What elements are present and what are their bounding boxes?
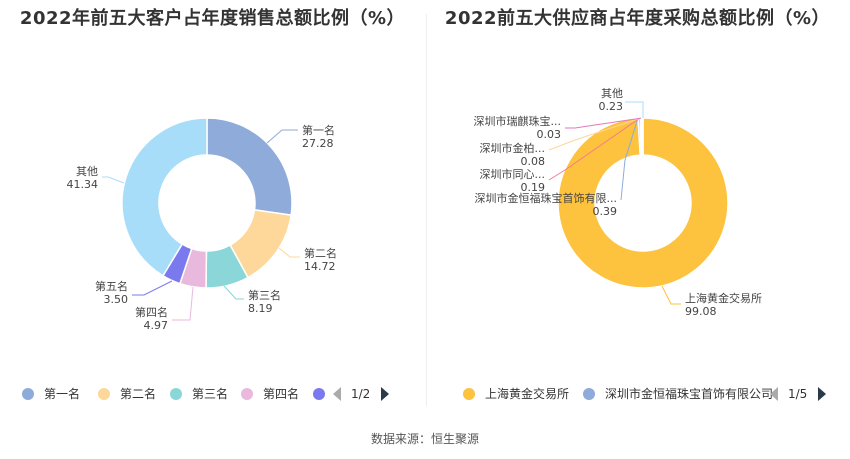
legend-marker <box>241 388 253 400</box>
legend-marker <box>22 388 34 400</box>
legend-label: 第二名 <box>120 387 157 401</box>
legend-label: 上海黄金交易所 <box>485 387 570 401</box>
slice-value-label: 41.34 <box>67 178 99 191</box>
legend-page-indicator: 1/2 <box>351 387 371 401</box>
slice-leader-line <box>620 117 639 201</box>
slice-value-label: 0.03 <box>537 128 562 141</box>
slice-value-label: 0.23 <box>599 100 624 113</box>
slice-leader-line <box>172 286 194 321</box>
slice-value-label: 4.97 <box>144 319 169 332</box>
slice-label: 第四名 <box>135 305 168 319</box>
panel-divider <box>426 14 427 406</box>
slice-value-label: 0.39 <box>593 205 618 218</box>
slice-label: 第一名 <box>302 123 335 137</box>
legend-next-page-icon[interactable] <box>818 387 826 401</box>
legend-marker <box>463 388 475 400</box>
slice-value-label: 0.08 <box>521 155 546 168</box>
slice-label: 其他 <box>601 87 623 100</box>
slice-value-label: 3.50 <box>104 293 129 306</box>
legend-marker <box>98 388 110 400</box>
customer-chart-panel: 2022年前五大客户占年度销售总额比例（%） 第一名 27.28 第二名 14.72 第… <box>0 0 425 410</box>
legend-label: 第三名 <box>192 387 229 401</box>
slice-leader-line <box>548 117 641 181</box>
pie-slice[interactable] <box>121 117 208 277</box>
slice-leader-line <box>266 129 298 144</box>
customer-chart-title: 2022年前五大客户占年度销售总额比例（%） <box>19 8 406 29</box>
pie-slice[interactable] <box>641 117 644 156</box>
slice-leader-line <box>223 285 244 300</box>
pie-slice[interactable] <box>557 117 729 289</box>
legend-prev-page-icon[interactable] <box>333 387 341 401</box>
legend-prev-page-icon[interactable] <box>770 387 778 401</box>
legend-page-indicator: 1/5 <box>788 387 808 401</box>
supplier-legend: 上海黄金交易所 深圳市金恒福珠宝首饰有限公司 1/5 <box>425 384 850 404</box>
legend-label: 第四名 <box>263 387 300 401</box>
legend-marker <box>583 388 595 400</box>
slice-leader-line <box>132 280 173 296</box>
customer-legend-pager: 1/2 <box>333 384 393 404</box>
legend-label: 第一名 <box>44 387 81 401</box>
slice-leader-line <box>661 285 681 305</box>
slice-label: 第三名 <box>248 288 281 302</box>
slice-label: 深圳市同心... <box>480 167 546 181</box>
slice-value-label: 14.72 <box>304 260 336 273</box>
slice-label: 深圳市金柏... <box>480 141 546 155</box>
slice-value-label: 27.28 <box>302 137 334 150</box>
slice-leader-line <box>565 117 643 129</box>
slice-label: 其他 <box>76 165 98 178</box>
slice-label: 深圳市金恒福珠宝首饰有限... <box>475 191 618 205</box>
legend-marker <box>313 388 325 400</box>
slice-value-label: 0.19 <box>521 181 546 194</box>
slice-label: 深圳市瑞麒珠宝... <box>474 114 562 128</box>
supplier-legend-pager: 1/5 <box>770 384 830 404</box>
legend-marker <box>170 388 182 400</box>
data-source-note: 数据来源：恒生聚源 <box>370 432 479 446</box>
slice-label: 第五名 <box>95 279 128 293</box>
legend-next-page-icon[interactable] <box>381 387 389 401</box>
slice-leader-line <box>102 176 125 184</box>
slice-leader-line <box>625 101 644 118</box>
legend-label: 深圳市金恒福珠宝首饰有限公司 <box>605 387 774 401</box>
slice-label: 上海黄金交易所 <box>685 291 762 305</box>
supplier-chart-title: 2022前五大供应商占年度采购总额比例（%） <box>444 8 831 29</box>
supplier-donut-chart: 上海黄金交易所99.08深圳市金恒福珠宝首饰有限...0.39深圳市同心...0… <box>474 87 763 318</box>
slice-value-label: 99.08 <box>685 305 717 318</box>
supplier-chart-panel: 2022前五大供应商占年度采购总额比例（%） 上海黄金交易所 99.08 深圳市金恒… <box>425 0 850 410</box>
customer-legend: 第一名 第二名 第三名 第四名 1/2 <box>0 384 425 404</box>
slice-label: 第二名 <box>304 246 337 260</box>
slice-value-label: 8.19 <box>248 302 273 315</box>
slice-leader-line <box>548 117 642 151</box>
slice-leader-line <box>278 247 300 258</box>
